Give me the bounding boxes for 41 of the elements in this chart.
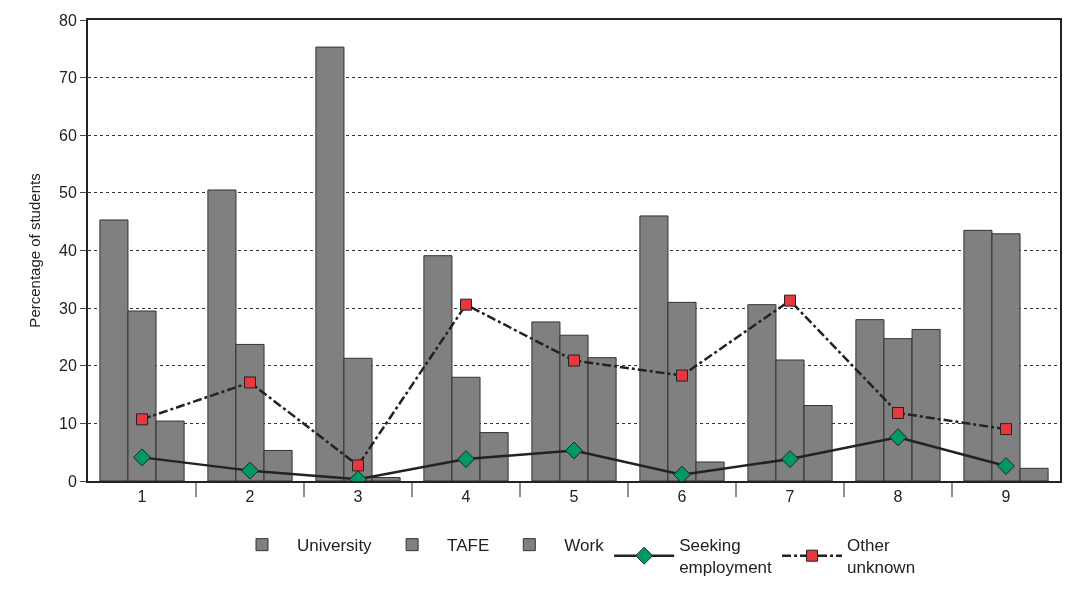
x-tick-label: 7 (785, 488, 795, 506)
legend-label: University (297, 536, 373, 556)
point (892, 407, 904, 419)
point (997, 457, 1015, 475)
y-tick-label: 20 (59, 357, 77, 375)
legend-label: Other unknown (847, 536, 916, 578)
x-tick-label: 3 (353, 488, 363, 506)
y-tick-label: 50 (59, 184, 77, 202)
x-tick-label: 9 (1001, 488, 1011, 506)
point (889, 428, 907, 447)
x-tick-label: 2 (245, 488, 255, 506)
point (460, 298, 472, 311)
x-tick-label: 1 (137, 488, 147, 506)
point (133, 448, 151, 467)
point (784, 294, 796, 307)
point (781, 450, 799, 469)
y-tick-label: 70 (59, 69, 77, 87)
point (1000, 423, 1012, 436)
legend-label: Work (564, 536, 605, 556)
point (673, 465, 691, 481)
x-tick-label: 4 (461, 488, 471, 506)
y-tick-label: 80 (59, 11, 77, 29)
y-tick-label: 60 (59, 126, 77, 144)
legend-label: Seeking employment (679, 536, 773, 578)
x-tick-label: 5 (569, 488, 579, 506)
y-tick-label: 0 (67, 472, 77, 490)
y-tick-label: 10 (59, 414, 77, 432)
point (352, 459, 364, 472)
point (241, 461, 259, 480)
x-tick-label: 6 (677, 488, 687, 506)
point (244, 376, 256, 389)
point (568, 354, 580, 367)
y-tick-label: 30 (59, 299, 77, 317)
point (565, 441, 583, 460)
x-tick-label: 8 (893, 488, 903, 506)
point (457, 450, 475, 469)
y-tick-label: 40 (59, 242, 77, 260)
point (136, 413, 148, 426)
point (676, 369, 688, 382)
y-axis-title: Percentage of students (25, 173, 43, 328)
legend-label: TAFE (447, 536, 490, 556)
